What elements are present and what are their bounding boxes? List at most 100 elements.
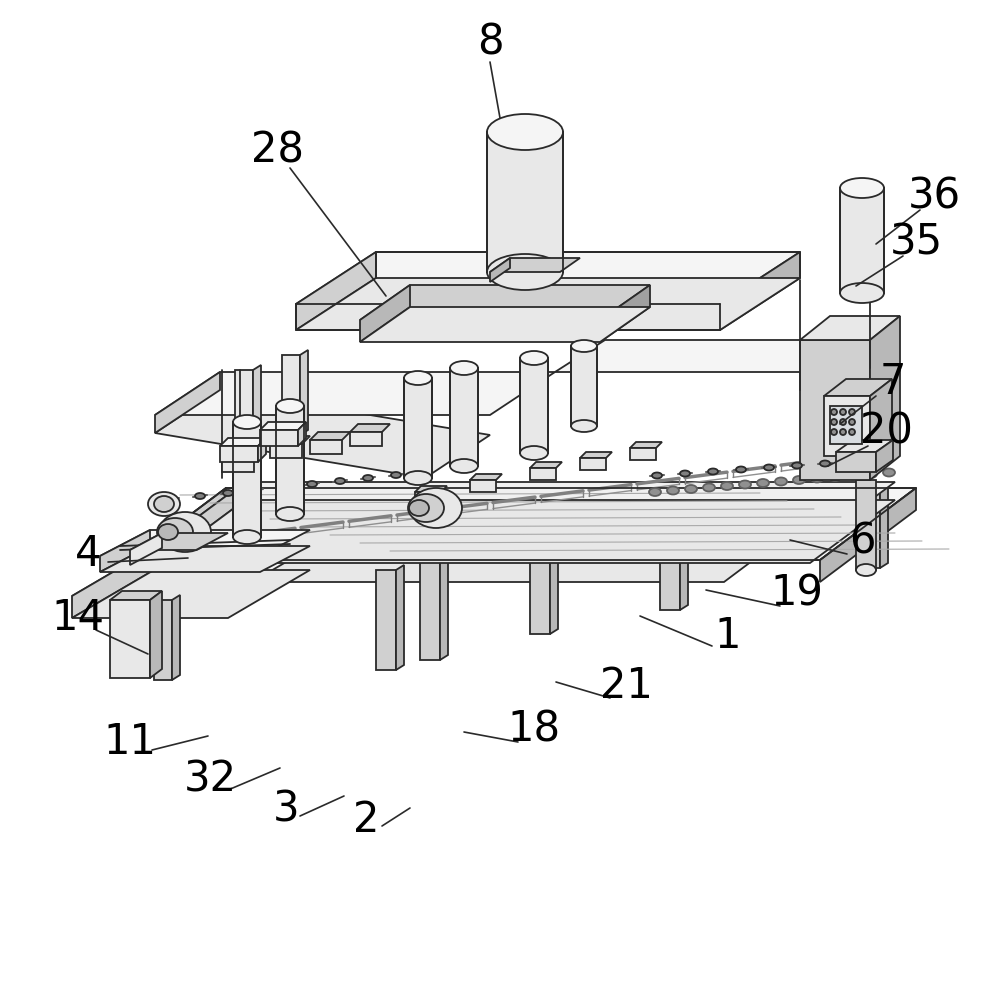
Text: 19: 19 [771, 573, 823, 615]
Ellipse shape [335, 478, 345, 484]
Polygon shape [530, 468, 556, 480]
Polygon shape [222, 458, 254, 472]
Text: 20: 20 [860, 411, 912, 453]
Ellipse shape [849, 419, 855, 425]
Polygon shape [530, 534, 550, 634]
Ellipse shape [148, 492, 180, 516]
Polygon shape [580, 452, 612, 458]
Text: 8: 8 [477, 21, 503, 63]
Polygon shape [350, 424, 390, 432]
Polygon shape [836, 440, 893, 452]
Polygon shape [253, 365, 261, 450]
Polygon shape [222, 450, 262, 458]
Ellipse shape [775, 477, 787, 485]
Ellipse shape [840, 429, 846, 435]
Polygon shape [800, 316, 900, 340]
Ellipse shape [829, 473, 841, 481]
Polygon shape [360, 307, 650, 342]
Ellipse shape [840, 178, 884, 198]
Polygon shape [470, 474, 502, 480]
Ellipse shape [233, 530, 261, 544]
Ellipse shape [847, 471, 859, 479]
Polygon shape [820, 488, 916, 582]
Ellipse shape [792, 462, 802, 468]
Text: 11: 11 [104, 721, 156, 763]
Polygon shape [415, 492, 441, 504]
Ellipse shape [223, 490, 233, 496]
Polygon shape [296, 252, 800, 304]
Polygon shape [310, 432, 350, 440]
Polygon shape [415, 486, 447, 492]
Polygon shape [282, 355, 300, 435]
Polygon shape [836, 452, 876, 472]
Polygon shape [260, 430, 298, 446]
Ellipse shape [840, 283, 884, 303]
Ellipse shape [276, 399, 304, 413]
Polygon shape [130, 488, 226, 582]
Ellipse shape [404, 371, 432, 385]
Polygon shape [660, 510, 680, 610]
Ellipse shape [410, 488, 462, 528]
Ellipse shape [450, 361, 478, 375]
Text: 7: 7 [880, 361, 906, 403]
Ellipse shape [820, 460, 830, 466]
Polygon shape [100, 530, 310, 556]
Ellipse shape [154, 496, 174, 512]
Polygon shape [840, 188, 884, 293]
Polygon shape [800, 340, 870, 480]
Polygon shape [824, 396, 870, 456]
Polygon shape [160, 482, 895, 545]
Ellipse shape [571, 340, 597, 352]
Polygon shape [100, 530, 150, 572]
Text: 6: 6 [849, 521, 875, 563]
Text: 2: 2 [353, 799, 379, 841]
Ellipse shape [849, 429, 855, 435]
Ellipse shape [450, 459, 478, 473]
Ellipse shape [158, 524, 178, 540]
Ellipse shape [487, 254, 563, 290]
Polygon shape [680, 505, 688, 610]
Ellipse shape [883, 468, 895, 476]
Ellipse shape [840, 409, 846, 415]
Ellipse shape [652, 472, 662, 478]
Polygon shape [440, 555, 448, 660]
Polygon shape [72, 548, 310, 596]
Ellipse shape [520, 446, 548, 460]
Polygon shape [490, 258, 580, 272]
Text: 3: 3 [273, 789, 299, 831]
Polygon shape [420, 560, 440, 660]
Ellipse shape [708, 468, 718, 474]
Ellipse shape [649, 488, 661, 496]
Ellipse shape [520, 351, 548, 365]
Polygon shape [550, 529, 558, 634]
Ellipse shape [408, 494, 444, 522]
Ellipse shape [739, 480, 751, 488]
Polygon shape [130, 533, 228, 550]
Ellipse shape [279, 484, 289, 490]
Ellipse shape [251, 487, 261, 493]
Polygon shape [487, 132, 563, 272]
Polygon shape [360, 285, 410, 342]
Ellipse shape [276, 507, 304, 521]
Text: 35: 35 [889, 221, 943, 263]
Ellipse shape [419, 469, 429, 475]
Polygon shape [600, 285, 650, 342]
Polygon shape [130, 533, 162, 565]
Ellipse shape [831, 429, 837, 435]
Ellipse shape [167, 496, 177, 502]
Ellipse shape [307, 481, 317, 487]
Ellipse shape [865, 470, 877, 478]
Polygon shape [298, 422, 306, 446]
Polygon shape [310, 440, 342, 454]
Polygon shape [530, 462, 562, 468]
Ellipse shape [159, 512, 211, 552]
Ellipse shape [811, 474, 823, 482]
Polygon shape [72, 548, 154, 618]
Polygon shape [155, 390, 490, 478]
Text: 4: 4 [75, 533, 101, 575]
Polygon shape [300, 350, 308, 435]
Polygon shape [830, 406, 862, 444]
Polygon shape [870, 379, 892, 456]
Ellipse shape [685, 485, 697, 493]
Polygon shape [824, 379, 892, 396]
